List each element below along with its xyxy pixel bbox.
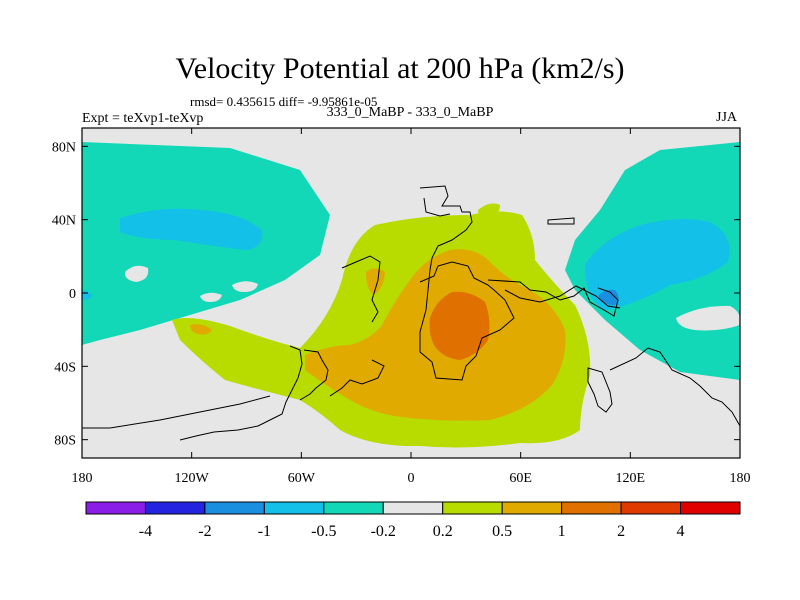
coastline-south-america xyxy=(179,345,303,441)
colorbar-label: -0.2 xyxy=(371,523,396,540)
coastline-scandinavia xyxy=(423,197,451,217)
x-tick-label: 60W xyxy=(288,471,316,486)
neutral-hole-east xyxy=(676,305,740,331)
neg1-region-east xyxy=(585,219,730,310)
colorbar: -4 -2 -1 -0.5 -0.2 0.2 0.5 1 2 4 xyxy=(85,501,741,540)
colorbar-swatch xyxy=(501,501,563,515)
pos-spot-north-europe xyxy=(478,203,500,218)
colorbar-label: 0.2 xyxy=(433,523,453,540)
coastline-antarctic-edge xyxy=(609,347,740,427)
colorbar-swatch xyxy=(263,501,325,515)
coastline-patagonia xyxy=(82,395,271,429)
coastline-south-america-east xyxy=(299,349,329,401)
pos05-spot-west xyxy=(190,324,212,335)
y-tick-label: 40S xyxy=(54,360,76,375)
coastline-arabia xyxy=(487,279,619,317)
colorbar-label: -1 xyxy=(258,523,271,540)
contour-fill-layer xyxy=(82,142,740,448)
colorbar-swatch xyxy=(323,501,384,515)
colorbar-swatch xyxy=(204,501,265,515)
x-tick-label: 60E xyxy=(509,471,532,486)
colorbar-label: -2 xyxy=(198,523,211,540)
pos1-region-core xyxy=(429,291,490,360)
x-tick-label: 180 xyxy=(72,471,93,486)
y-tick-label: 80N xyxy=(52,140,76,155)
neg1-region-west xyxy=(120,208,263,250)
neutral-hole-west-3 xyxy=(200,292,222,302)
colorbar-label: 1 xyxy=(558,523,566,540)
y-tick-label: 80S xyxy=(54,434,76,449)
x-tick-label: 120E xyxy=(616,471,646,486)
coastline-australia xyxy=(587,367,613,413)
plot-title: Velocity Potential at 200 hPa (km2/s) xyxy=(175,52,625,85)
pos05-spot-north xyxy=(366,268,385,295)
colorbar-swatch xyxy=(561,501,622,515)
y-tick-label: 40N xyxy=(52,214,76,229)
neutral-hole-west-2 xyxy=(232,281,258,292)
coastline-greenland xyxy=(547,217,575,225)
x-tick-label: 180 xyxy=(730,471,751,486)
colorbar-swatch xyxy=(382,501,444,515)
colorbar-label: -0.5 xyxy=(311,523,336,540)
stats-label: rmsd= 0.435615 diff= -9.95861e-05 xyxy=(190,94,378,109)
neutral-hole-west-1 xyxy=(124,265,149,282)
x-axis: 180 120W 60W 0 60E 120E 180 xyxy=(72,128,751,486)
colorbar-label: 0.5 xyxy=(492,523,512,540)
colorbar-label: 2 xyxy=(617,523,625,540)
x-tick-label: 0 xyxy=(408,471,415,486)
y-axis: 80N 40N 0 40S 80S xyxy=(52,140,740,449)
coastline-layer xyxy=(82,185,740,441)
colorbar-label: 4 xyxy=(677,523,685,540)
neg2-spot-east xyxy=(598,289,619,306)
colorbar-swatch xyxy=(680,501,741,515)
x-tick-label: 120W xyxy=(175,471,210,486)
y-tick-label: 0 xyxy=(69,287,76,302)
coastline-mid-atlantic xyxy=(329,359,385,397)
colorbar-label: -4 xyxy=(139,523,152,540)
colorbar-swatch xyxy=(620,501,682,515)
coastline-central-america xyxy=(341,255,381,323)
coastline-asia xyxy=(504,285,621,309)
colorbar-swatch xyxy=(442,501,503,515)
season-label: JJA xyxy=(716,110,738,125)
colorbar-swatch xyxy=(85,501,146,515)
cases-label: 333_0_MaBP - 333_0_MaBP xyxy=(326,105,494,120)
coastline-africa-europe xyxy=(419,185,515,381)
colorbar-swatch xyxy=(144,501,206,515)
experiment-label: Expt = teXvp1-teXvp xyxy=(82,111,204,126)
